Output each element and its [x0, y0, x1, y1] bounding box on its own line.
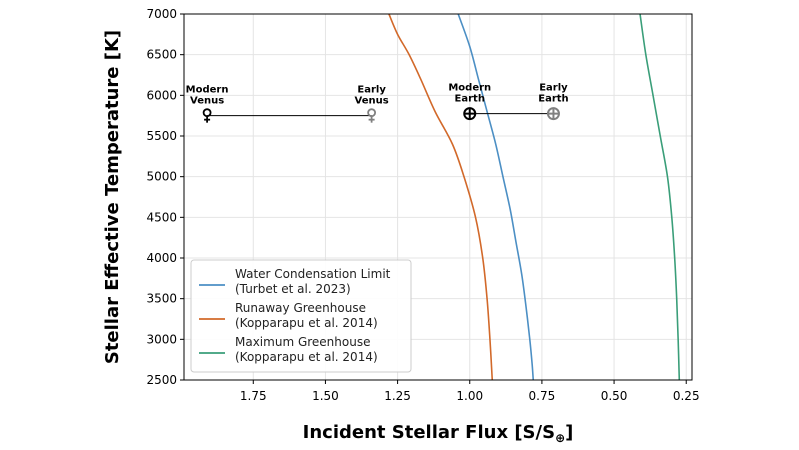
- y-tick-label: 3000: [146, 332, 177, 346]
- y-tick-label: 7000: [146, 7, 177, 21]
- x-tick-label: 0.25: [673, 389, 700, 403]
- series-line-0: [457, 13, 535, 381]
- marker-label-line1: Early: [539, 83, 568, 94]
- marker-label-line1: Modern: [186, 85, 229, 96]
- x-axis-title-main: Incident Stellar Flux [S/S: [303, 422, 555, 443]
- x-tick-label: 0.75: [529, 389, 556, 403]
- x-tick-label: 1.00: [456, 389, 483, 403]
- y-tick-label: 6500: [146, 48, 177, 62]
- x-tick-label: 1.25: [384, 389, 411, 403]
- legend: Water Condensation Limit(Turbet et al. 2…: [190, 259, 412, 373]
- legend-box: [190, 259, 412, 373]
- legend-label: Water Condensation Limit: [235, 267, 391, 281]
- legend-label-line2: (Turbet et al. 2023): [235, 282, 351, 296]
- x-axis-title-close: ]: [565, 422, 573, 443]
- legend-label-line2: (Kopparapu et al. 2014): [235, 316, 378, 330]
- marker-label-line2: Earth: [455, 94, 485, 105]
- venus-symbol-icon: [202, 108, 212, 118]
- marker-label-line2: Earth: [538, 94, 568, 105]
- marker-label-line1: Early: [357, 85, 386, 96]
- marker-layer: ModernVenusEarlyVenusModernEarthEarlyEar…: [186, 83, 569, 123]
- y-tick-label: 3500: [146, 292, 177, 306]
- series-line-2: [639, 13, 681, 381]
- series-layer: [388, 13, 681, 381]
- legend-label: Runaway Greenhouse: [235, 301, 366, 315]
- plot-frame: [183, 13, 693, 381]
- ticks: 1.75 1.50 1.25 1.00 0.75 0.50 0.25 2500 3000 3500…: [146, 7, 699, 403]
- x-tick-label: 0.50: [601, 389, 628, 403]
- y-tick-label: 5500: [146, 129, 177, 143]
- y-tick-label: 4000: [146, 251, 177, 265]
- legend-label-line2: (Kopparapu et al. 2014): [235, 350, 378, 364]
- marker-label-line1: Modern: [448, 83, 491, 94]
- x-tick-label: 1.75: [240, 389, 267, 403]
- x-axis-title-sub: ⊕: [555, 431, 565, 445]
- legend-label: Maximum Greenhouse: [235, 335, 370, 349]
- marker-label-line2: Venus: [355, 96, 389, 107]
- series-line-1: [388, 13, 494, 381]
- y-tick-label: 2500: [146, 373, 177, 387]
- marker-label-line2: Venus: [190, 96, 224, 107]
- y-tick-label: 5000: [146, 170, 177, 184]
- y-axis-title: Stellar Effective Temperature [K]: [102, 30, 123, 364]
- y-tick-label: 4500: [146, 210, 177, 224]
- venus-symbol-icon: [367, 108, 377, 118]
- x-tick-label: 1.50: [312, 389, 339, 403]
- x-axis-title: Incident Stellar Flux [S/S⊕]: [303, 422, 574, 445]
- y-tick-label: 6000: [146, 88, 177, 102]
